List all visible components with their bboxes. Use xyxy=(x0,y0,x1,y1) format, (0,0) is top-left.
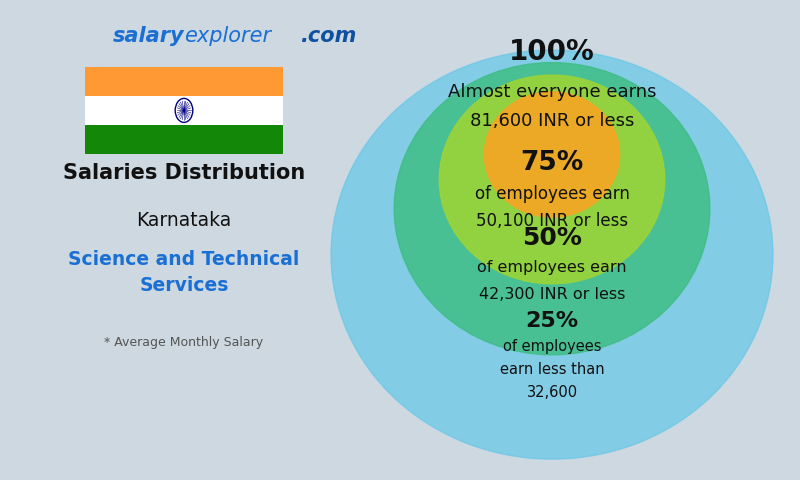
Text: of employees earn: of employees earn xyxy=(474,185,630,203)
Text: .com: .com xyxy=(300,26,357,47)
Text: salary: salary xyxy=(112,26,184,47)
Text: 50,100 INR or less: 50,100 INR or less xyxy=(476,212,628,230)
Circle shape xyxy=(331,50,773,459)
Text: 100%: 100% xyxy=(509,38,595,66)
Circle shape xyxy=(394,62,710,355)
FancyBboxPatch shape xyxy=(86,125,282,154)
Text: * Average Monthly Salary: * Average Monthly Salary xyxy=(105,336,263,349)
Circle shape xyxy=(439,75,665,284)
FancyBboxPatch shape xyxy=(86,96,282,125)
Text: Karnataka: Karnataka xyxy=(136,211,232,230)
Text: 75%: 75% xyxy=(520,150,584,176)
Circle shape xyxy=(484,92,620,217)
Text: Salaries Distribution: Salaries Distribution xyxy=(63,163,305,183)
Text: 81,600 INR or less: 81,600 INR or less xyxy=(470,112,634,130)
Text: 32,600: 32,600 xyxy=(526,385,578,400)
Text: 42,300 INR or less: 42,300 INR or less xyxy=(479,287,625,302)
Text: of employees: of employees xyxy=(502,339,602,354)
Text: Almost everyone earns: Almost everyone earns xyxy=(448,83,656,101)
Text: of employees earn: of employees earn xyxy=(477,260,627,275)
Text: 25%: 25% xyxy=(526,312,578,331)
FancyBboxPatch shape xyxy=(86,67,282,96)
Text: Science and Technical
Services: Science and Technical Services xyxy=(68,250,300,295)
Text: explorer: explorer xyxy=(184,26,271,47)
Text: earn less than: earn less than xyxy=(500,362,604,377)
Text: 50%: 50% xyxy=(522,226,582,250)
